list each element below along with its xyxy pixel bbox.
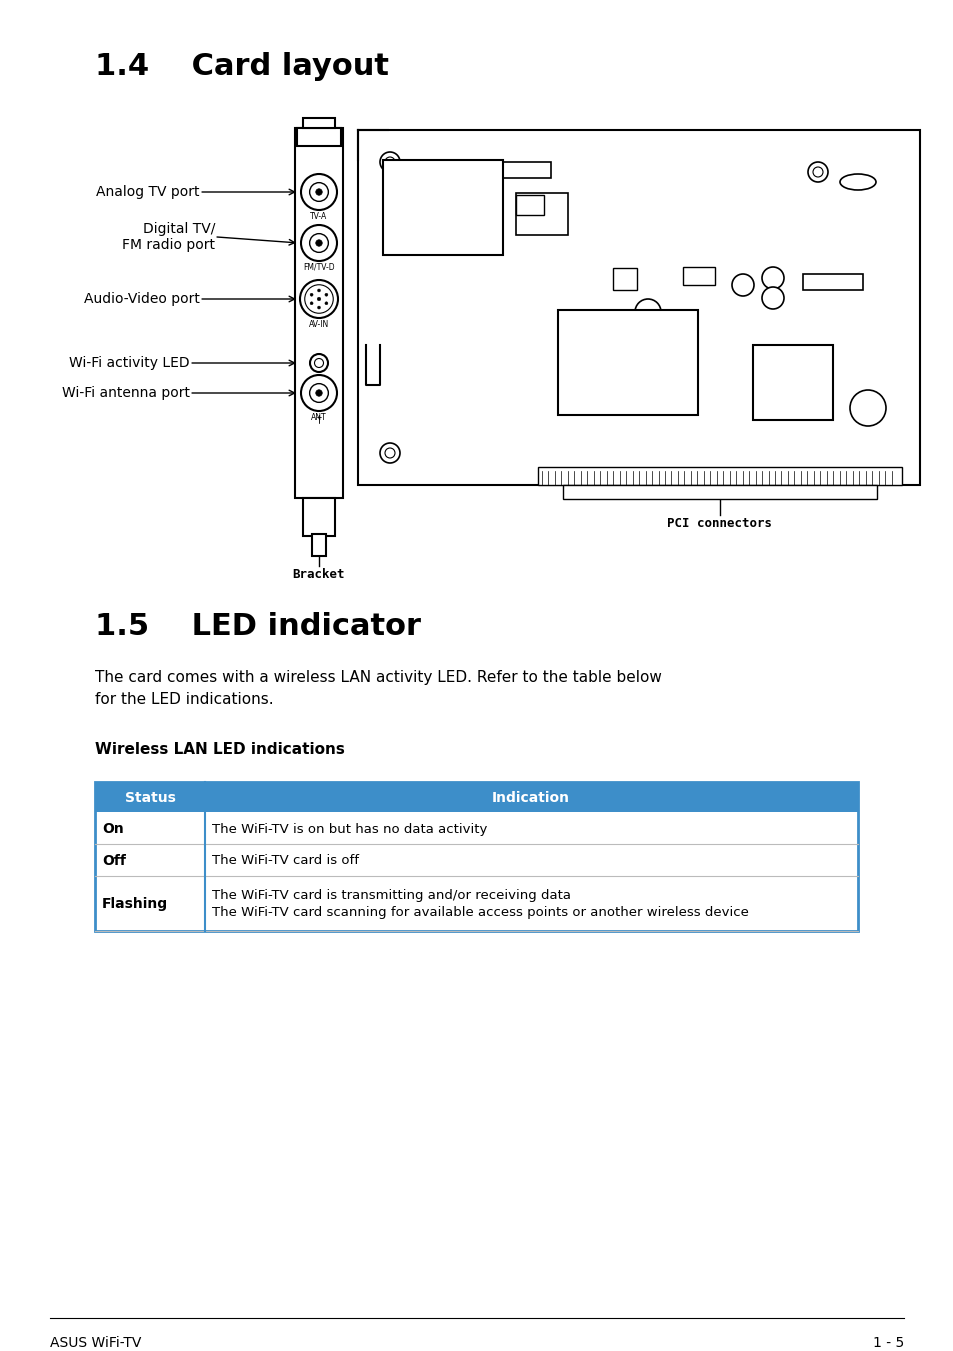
Circle shape <box>310 354 328 372</box>
Bar <box>95 782 857 931</box>
Circle shape <box>301 174 336 209</box>
Text: Status: Status <box>125 790 175 805</box>
Bar <box>493 162 551 178</box>
Bar <box>95 844 857 875</box>
Bar <box>303 499 335 536</box>
Text: On: On <box>102 821 124 836</box>
Circle shape <box>325 293 328 296</box>
Text: †: † <box>316 413 321 424</box>
Circle shape <box>314 358 323 367</box>
Bar <box>682 267 714 285</box>
Text: Flashing: Flashing <box>102 897 168 911</box>
Circle shape <box>301 226 336 261</box>
Text: The WiFi-TV is on but has no data activity: The WiFi-TV is on but has no data activi… <box>212 823 487 835</box>
Bar <box>312 534 326 557</box>
Circle shape <box>317 307 320 309</box>
Text: FM/TV-D: FM/TV-D <box>303 263 335 272</box>
Bar <box>516 193 567 235</box>
Circle shape <box>301 376 336 411</box>
Circle shape <box>316 297 320 301</box>
Circle shape <box>310 234 328 253</box>
Bar <box>537 467 901 485</box>
Bar <box>95 812 857 844</box>
Text: AV-IN: AV-IN <box>309 320 329 330</box>
Bar <box>296 128 340 146</box>
Circle shape <box>304 285 333 313</box>
Circle shape <box>761 267 783 289</box>
Bar <box>558 309 698 415</box>
Circle shape <box>812 168 822 177</box>
Text: Analog TV port: Analog TV port <box>96 185 200 199</box>
Bar <box>613 267 637 290</box>
Circle shape <box>310 182 328 201</box>
Text: 1.4    Card layout: 1.4 Card layout <box>95 51 389 81</box>
Text: The WiFi-TV card is off: The WiFi-TV card is off <box>212 854 358 867</box>
Text: The card comes with a wireless LAN activity LED. Refer to the table below
for th: The card comes with a wireless LAN activ… <box>95 670 661 707</box>
Text: ANT: ANT <box>311 413 327 422</box>
Circle shape <box>731 274 753 296</box>
Text: Wi-Fi antenna port: Wi-Fi antenna port <box>62 386 190 400</box>
Text: 1.5    LED indicator: 1.5 LED indicator <box>95 612 420 640</box>
Text: TV-A: TV-A <box>310 212 327 222</box>
Bar <box>303 118 335 128</box>
Bar <box>382 159 502 255</box>
Text: Wi-Fi activity LED: Wi-Fi activity LED <box>70 357 190 370</box>
Bar <box>357 130 919 485</box>
Circle shape <box>315 239 322 246</box>
Text: Audio-Video port: Audio-Video port <box>84 292 200 305</box>
Circle shape <box>807 162 827 182</box>
Circle shape <box>310 384 328 403</box>
Circle shape <box>761 286 783 309</box>
Circle shape <box>310 293 313 296</box>
Circle shape <box>315 389 322 396</box>
Text: PCI connectors: PCI connectors <box>667 517 772 530</box>
Ellipse shape <box>840 174 875 190</box>
Circle shape <box>299 280 337 317</box>
Bar <box>95 875 857 931</box>
Circle shape <box>379 443 399 463</box>
Circle shape <box>849 390 885 426</box>
Bar <box>294 128 343 499</box>
Circle shape <box>385 449 395 458</box>
Text: Off: Off <box>102 854 126 867</box>
Text: Indication: Indication <box>492 790 569 805</box>
Bar <box>95 782 857 812</box>
Text: The WiFi-TV card is transmitting and/or receiving data
The WiFi-TV card scanning: The WiFi-TV card is transmitting and/or … <box>212 889 748 919</box>
Circle shape <box>317 289 320 292</box>
Text: Digital TV/
FM radio port: Digital TV/ FM radio port <box>122 222 214 253</box>
Circle shape <box>310 301 313 305</box>
Bar <box>516 195 543 215</box>
Text: 1 - 5: 1 - 5 <box>872 1336 903 1350</box>
Circle shape <box>315 189 322 196</box>
Circle shape <box>325 301 328 305</box>
Text: Wireless LAN LED indications: Wireless LAN LED indications <box>95 742 345 757</box>
Text: Bracket: Bracket <box>293 567 345 581</box>
Circle shape <box>385 157 395 168</box>
Text: ASUS WiFi-TV: ASUS WiFi-TV <box>50 1336 141 1350</box>
Circle shape <box>635 299 660 326</box>
Bar <box>562 485 876 499</box>
Bar <box>802 274 862 290</box>
Circle shape <box>379 153 399 172</box>
Bar <box>752 345 832 420</box>
